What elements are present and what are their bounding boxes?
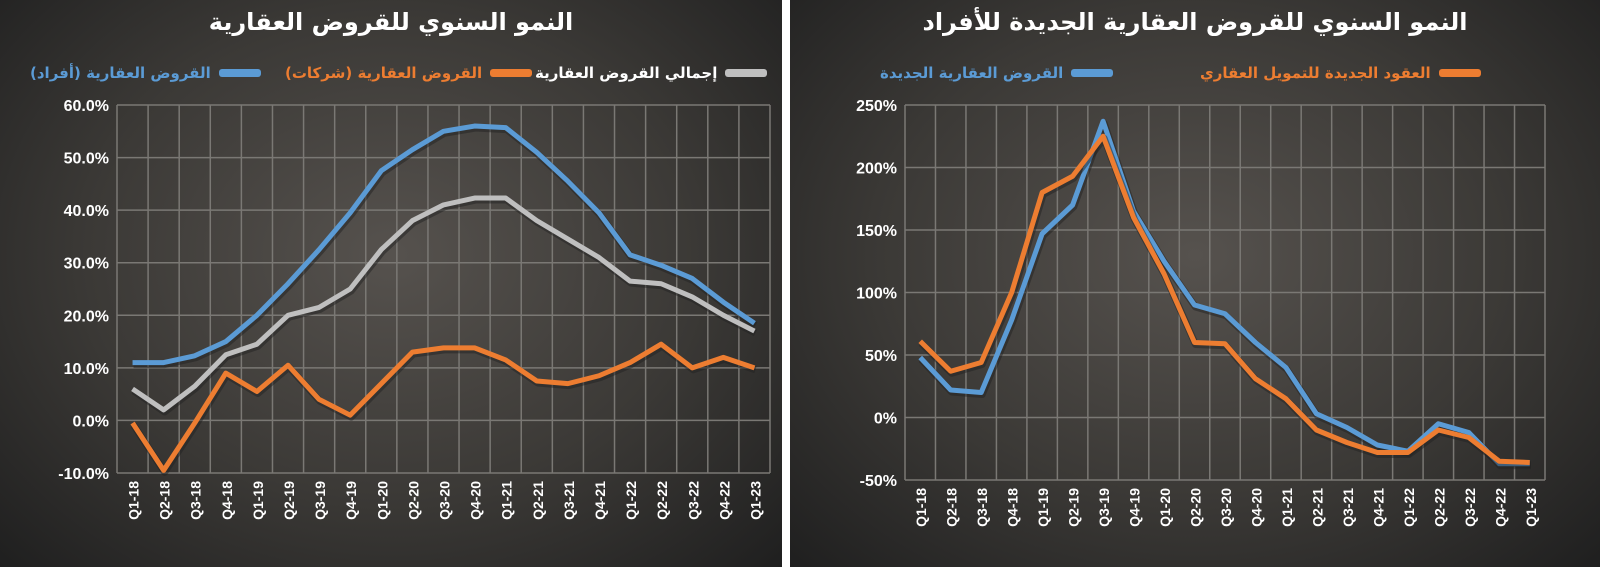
- x-tick-label: Q3-19: [312, 481, 328, 520]
- x-tick-label: Q4-20: [468, 481, 484, 520]
- legend-swatch: [1071, 69, 1114, 77]
- legend-item: القروض العقارية الجديدة: [880, 64, 1114, 82]
- x-tick-label: Q3-21: [1340, 488, 1356, 527]
- legend-swatch: [218, 69, 261, 77]
- x-tick-label: Q1-23: [1523, 488, 1539, 527]
- x-tick-label: Q1-18: [913, 488, 929, 527]
- series-shadow: [133, 124, 758, 369]
- y-tick-label: -50%: [860, 473, 897, 490]
- x-tick-label: Q2-22: [654, 481, 670, 520]
- chart-panel-total: النمو السنوي للقروض العقارية القروض العق…: [0, 0, 782, 567]
- legend-item: القروض العقارية (شركات): [285, 64, 533, 82]
- legend-swatch: [490, 69, 533, 77]
- chart-panel-new-loans: النمو السنوي للقروض العقارية الجديدة للأ…: [790, 0, 1600, 567]
- y-tick-label: 50%: [865, 348, 897, 365]
- x-tick-label: Q4-18: [1005, 488, 1021, 527]
- x-tick-label: Q1-21: [499, 481, 515, 520]
- x-tick-label: Q3-21: [561, 481, 577, 520]
- x-tick-label: Q1-18: [126, 481, 142, 520]
- x-tick-label: Q2-21: [1309, 488, 1325, 527]
- legend-item: القروض العقارية (أفراد): [30, 64, 261, 82]
- y-tick-label: 10.0%: [64, 361, 109, 378]
- series-line: [130, 341, 756, 473]
- series-shadow: [130, 342, 757, 476]
- series-line: [132, 123, 756, 366]
- x-tick-label: Q3-19: [1096, 488, 1112, 527]
- y-tick-label: 100%: [856, 286, 897, 303]
- x-tick-label: Q4-18: [219, 481, 235, 520]
- x-tick-label: Q1-22: [1401, 488, 1417, 527]
- x-tick-label: Q4-20: [1248, 488, 1264, 527]
- x-tick-label: Q4-21: [1370, 488, 1386, 527]
- y-tick-label: 250%: [856, 98, 897, 115]
- legend-swatch: [725, 69, 768, 77]
- y-tick-label: 20.0%: [64, 308, 109, 325]
- line-chart: -50% 0% 50% 100% 150% 200% 250% Q1-18 Q2-18 Q3-18…: [856, 98, 1546, 527]
- x-tick-label: Q4-22: [1492, 488, 1508, 527]
- x-tick-label: Q1-19: [1035, 488, 1051, 527]
- x-tick-label: Q2-21: [530, 481, 546, 520]
- chart-title: النمو السنوي للقروض العقارية: [208, 8, 574, 36]
- x-tick-label: Q1-22: [623, 481, 639, 520]
- x-tick-label: Q3-18: [974, 488, 990, 527]
- legend-item: العقود الجديدة للتمويل العقاري: [1200, 64, 1481, 82]
- y-tick-label: 50.0%: [64, 151, 109, 168]
- y-tick-label: 200%: [856, 161, 897, 178]
- x-tick-label: Q4-22: [716, 481, 732, 520]
- chart-title: النمو السنوي للقروض العقارية الجديدة للأ…: [922, 8, 1468, 36]
- x-tick-label: Q4-19: [343, 481, 359, 520]
- y-tick-label: 150%: [856, 223, 897, 240]
- legend-label: العقود الجديدة للتمويل العقاري: [1200, 64, 1431, 82]
- y-tick-label: 30.0%: [64, 256, 109, 273]
- x-tick-label: Q4-19: [1127, 488, 1143, 527]
- y-tick-label: 0.0%: [73, 413, 109, 430]
- x-tick-label: Q1-21: [1279, 488, 1295, 527]
- x-tick-label: Q3-18: [188, 481, 204, 520]
- x-tick-label: Q1-20: [374, 481, 390, 520]
- x-tick-label: Q3-22: [1462, 488, 1478, 527]
- y-tick-label: 60.0%: [64, 98, 109, 115]
- x-tick-label: Q3-22: [685, 481, 701, 520]
- x-tick-label: Q2-19: [1066, 488, 1082, 527]
- x-tick-label: Q3-20: [1218, 488, 1234, 527]
- x-tick-label: Q2-18: [944, 488, 960, 527]
- x-tick-label: Q2-19: [281, 481, 297, 520]
- legend-label: القروض العقارية (أفراد): [30, 64, 211, 82]
- legend-item: إجمالي القروض العقارية: [535, 64, 768, 82]
- y-tick-label: 40.0%: [64, 203, 109, 220]
- legend-label: القروض العقارية الجديدة: [880, 64, 1064, 82]
- legend-swatch: [1438, 69, 1481, 77]
- x-tick-label: Q2-22: [1431, 488, 1447, 527]
- x-tick-label: Q4-21: [592, 481, 608, 520]
- x-tick-label: Q2-20: [1188, 488, 1204, 527]
- legend-label: إجمالي القروض العقارية: [535, 64, 718, 82]
- x-tick-label: Q1-20: [1157, 488, 1173, 527]
- x-tick-label: Q1-19: [250, 481, 266, 520]
- legend-label: القروض العقارية (شركات): [285, 64, 483, 82]
- series-shadow: [918, 134, 1531, 468]
- line-chart: -10.0% 0.0% 10.0% 20.0% 30.0% 40.0% 50.0% 60.0%…: [58, 98, 771, 520]
- x-tick-label: Q1-23: [747, 481, 763, 520]
- y-tick-label: 0%: [874, 411, 897, 428]
- x-tick-label: Q2-18: [157, 481, 173, 520]
- x-tick-label: Q3-20: [437, 481, 453, 520]
- y-tick-label: -10.0%: [58, 466, 109, 483]
- x-tick-label: Q2-20: [405, 481, 421, 520]
